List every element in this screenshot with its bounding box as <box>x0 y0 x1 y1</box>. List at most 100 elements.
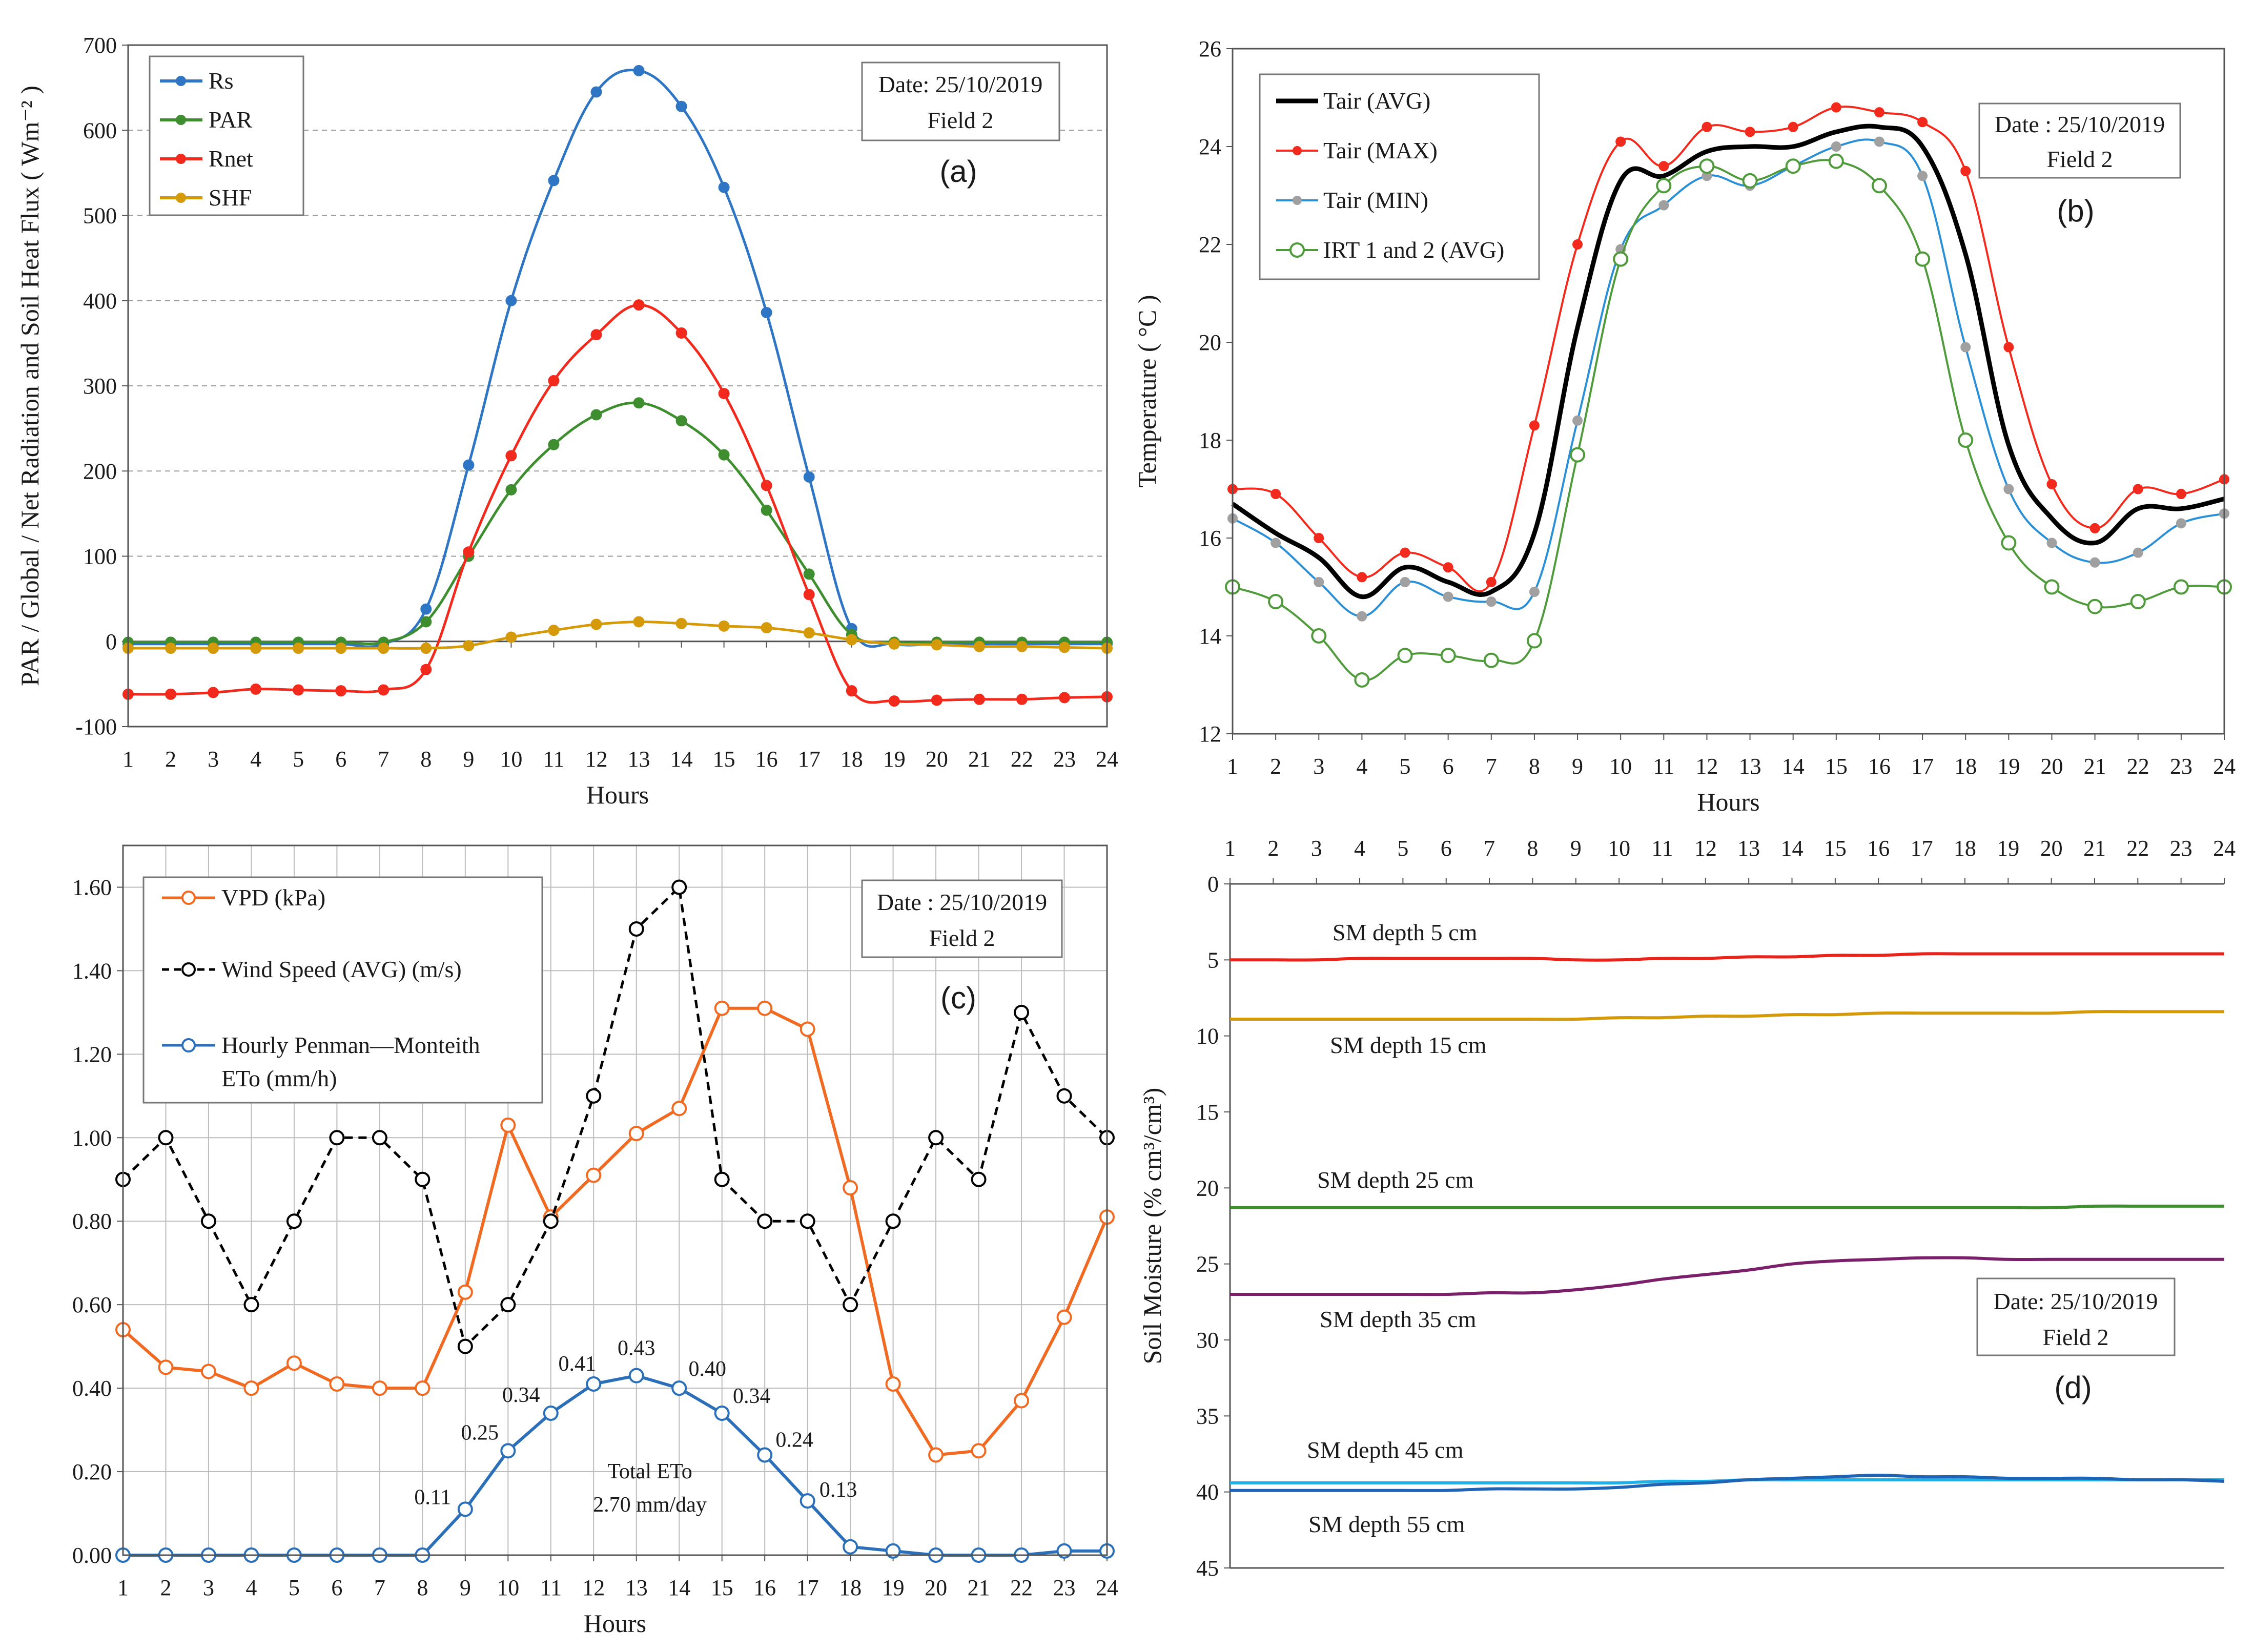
data-point <box>1400 576 1410 587</box>
data-point <box>761 504 772 516</box>
y-tick-label: 20 <box>1196 1175 1219 1201</box>
y-tick-label: 12 <box>1199 721 1221 747</box>
x-tick-label: 19 <box>1997 836 2019 861</box>
x-tick-label: 7 <box>1486 754 1497 779</box>
y-tick-label: 0 <box>106 629 117 654</box>
x-tick-label: 17 <box>796 1575 819 1600</box>
x-tick-label: 24 <box>1096 747 1118 772</box>
data-label: 0.34 <box>502 1383 540 1407</box>
y-tick-label: 5 <box>1207 947 1219 973</box>
x-tick-label: 18 <box>1954 754 1977 779</box>
data-point <box>1056 1309 1072 1325</box>
x-tick-label: 11 <box>540 1575 562 1600</box>
data-point <box>718 620 730 632</box>
legend-box <box>149 55 304 216</box>
data-point <box>505 631 517 643</box>
data-point <box>200 1213 216 1229</box>
data-point <box>1702 121 1712 132</box>
legend-label: PAR <box>209 107 253 133</box>
data-point <box>718 449 730 461</box>
y-axis-label: Soil Moisture (% cm³/cm³) <box>1138 1088 1166 1365</box>
data-point <box>505 484 517 495</box>
y-tick-label: 30 <box>1196 1328 1219 1353</box>
x-tick-label: 12 <box>582 1575 605 1600</box>
data-point <box>500 1297 516 1313</box>
data-point <box>1613 251 1629 267</box>
data-point <box>971 1171 987 1187</box>
data-point <box>888 638 900 650</box>
data-point <box>1016 641 1028 652</box>
data-point <box>286 1355 302 1371</box>
data-label: 0.13 <box>819 1478 857 1502</box>
legend-marker <box>181 962 196 977</box>
data-point <box>1440 648 1456 664</box>
x-tick-label: 3 <box>203 1575 214 1600</box>
series-line <box>128 303 1108 704</box>
series-line <box>1230 1256 2224 1296</box>
data-point <box>1056 1088 1072 1104</box>
data-point <box>1788 121 1798 132</box>
y-tick-label: 1.40 <box>72 958 112 983</box>
series-line <box>122 886 1108 1348</box>
data-point <box>372 1380 387 1396</box>
x-tick-label: 23 <box>2170 836 2192 861</box>
data-label: 0.43 <box>618 1337 655 1360</box>
data-point <box>2173 579 2189 595</box>
x-tick-label: 8 <box>1527 836 1538 861</box>
data-point <box>1271 538 1281 548</box>
legend-marker <box>181 1038 196 1052</box>
y-tick-label: 25 <box>1196 1252 1219 1277</box>
panel-label: (c) <box>940 981 976 1015</box>
date-text: Date : 25/10/2019 <box>1995 111 2165 137</box>
data-point <box>803 589 815 601</box>
data-point <box>971 1443 987 1459</box>
data-point <box>928 1447 944 1463</box>
x-tick-label: 6 <box>1443 754 1454 779</box>
y-tick-label: 600 <box>83 118 117 143</box>
y-tick-label: 700 <box>83 33 117 58</box>
data-point <box>329 1376 345 1392</box>
x-tick-label: 15 <box>1825 754 1848 779</box>
x-tick-label: 3 <box>1313 754 1324 779</box>
legend-label: SHF <box>209 184 252 211</box>
data-point <box>1958 432 1974 448</box>
data-point <box>1742 173 1758 189</box>
series-label: SM depth 5 cm <box>1333 919 1478 945</box>
data-point <box>590 329 602 341</box>
data-point <box>675 415 687 427</box>
data-point <box>1874 107 1884 118</box>
plot-frame <box>127 44 1108 728</box>
data-point <box>500 1117 516 1133</box>
x-tick-label: 19 <box>883 747 906 772</box>
x-tick-label: 16 <box>755 747 778 772</box>
data-point <box>2003 342 2014 353</box>
x-tick-label: 23 <box>1053 747 1076 772</box>
date-box <box>861 61 1060 141</box>
legend-marker <box>176 193 186 203</box>
data-point <box>675 100 687 112</box>
data-point <box>931 694 942 706</box>
y-tick-label: 22 <box>1199 232 1221 257</box>
data-point <box>1572 239 1583 250</box>
data-point <box>548 625 560 636</box>
data-point <box>718 387 730 399</box>
x-tick-label: 2 <box>1270 754 1281 779</box>
data-point <box>843 1180 858 1196</box>
y-tick-label: 400 <box>83 288 117 314</box>
y-tick-label: 24 <box>1199 134 1221 159</box>
data-point <box>335 643 347 654</box>
data-point <box>543 1213 559 1229</box>
y-tick-label: 35 <box>1196 1403 1219 1429</box>
y-tick-label: -100 <box>75 714 117 739</box>
field-text: Field 2 <box>2046 146 2113 172</box>
data-point <box>1658 200 1669 211</box>
y-tick-label: 1.00 <box>72 1125 112 1150</box>
x-tick-label: 21 <box>2083 836 2106 861</box>
legend-label: IRT 1 and 2 (AVG) <box>1323 237 1504 263</box>
data-point <box>378 643 390 654</box>
x-tick-label: 1 <box>122 747 134 772</box>
data-point <box>757 1447 773 1463</box>
data-point <box>800 1213 815 1229</box>
